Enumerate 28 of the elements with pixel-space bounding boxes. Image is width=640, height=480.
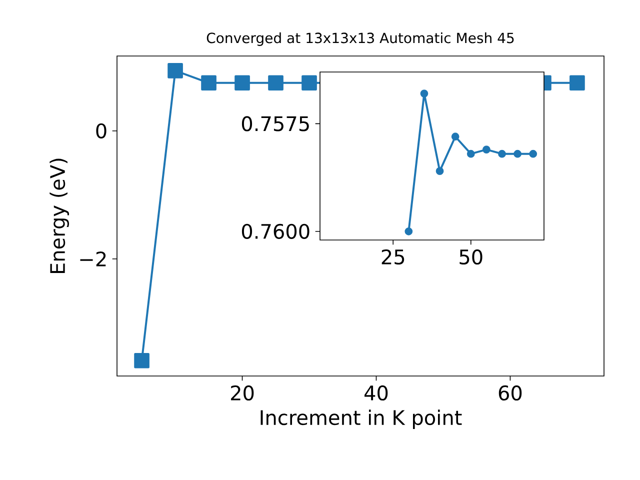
x-tick-label: 25 xyxy=(382,249,404,265)
point xyxy=(134,352,150,368)
point xyxy=(420,90,428,98)
y-tick-label: 0.7575 xyxy=(242,116,309,132)
point xyxy=(466,150,475,158)
point xyxy=(498,150,506,158)
point xyxy=(404,227,413,236)
point xyxy=(529,150,538,158)
y-tick-label: 0 xyxy=(96,123,106,138)
x-axis-title: Increment in K point xyxy=(260,410,462,430)
point xyxy=(514,150,522,158)
point xyxy=(268,75,284,91)
y-tick-label: −2 xyxy=(80,251,106,266)
point xyxy=(234,75,250,91)
x-tick-label: 50 xyxy=(460,249,482,265)
y-tick-label: 0.7600 xyxy=(242,224,310,239)
point xyxy=(436,167,444,176)
x-tick-label: 20 xyxy=(231,385,254,401)
x-tick-label: 60 xyxy=(498,385,522,401)
chart-title: Converged at 13x13x13 Automatic Mesh 45 xyxy=(206,32,514,46)
y-axis-title: Energy (eV) xyxy=(50,158,69,274)
point xyxy=(451,132,460,141)
point xyxy=(201,75,216,91)
point xyxy=(482,146,490,154)
point xyxy=(302,75,317,91)
point xyxy=(570,75,585,91)
x-tick-label: 40 xyxy=(364,385,388,401)
point xyxy=(168,63,183,78)
